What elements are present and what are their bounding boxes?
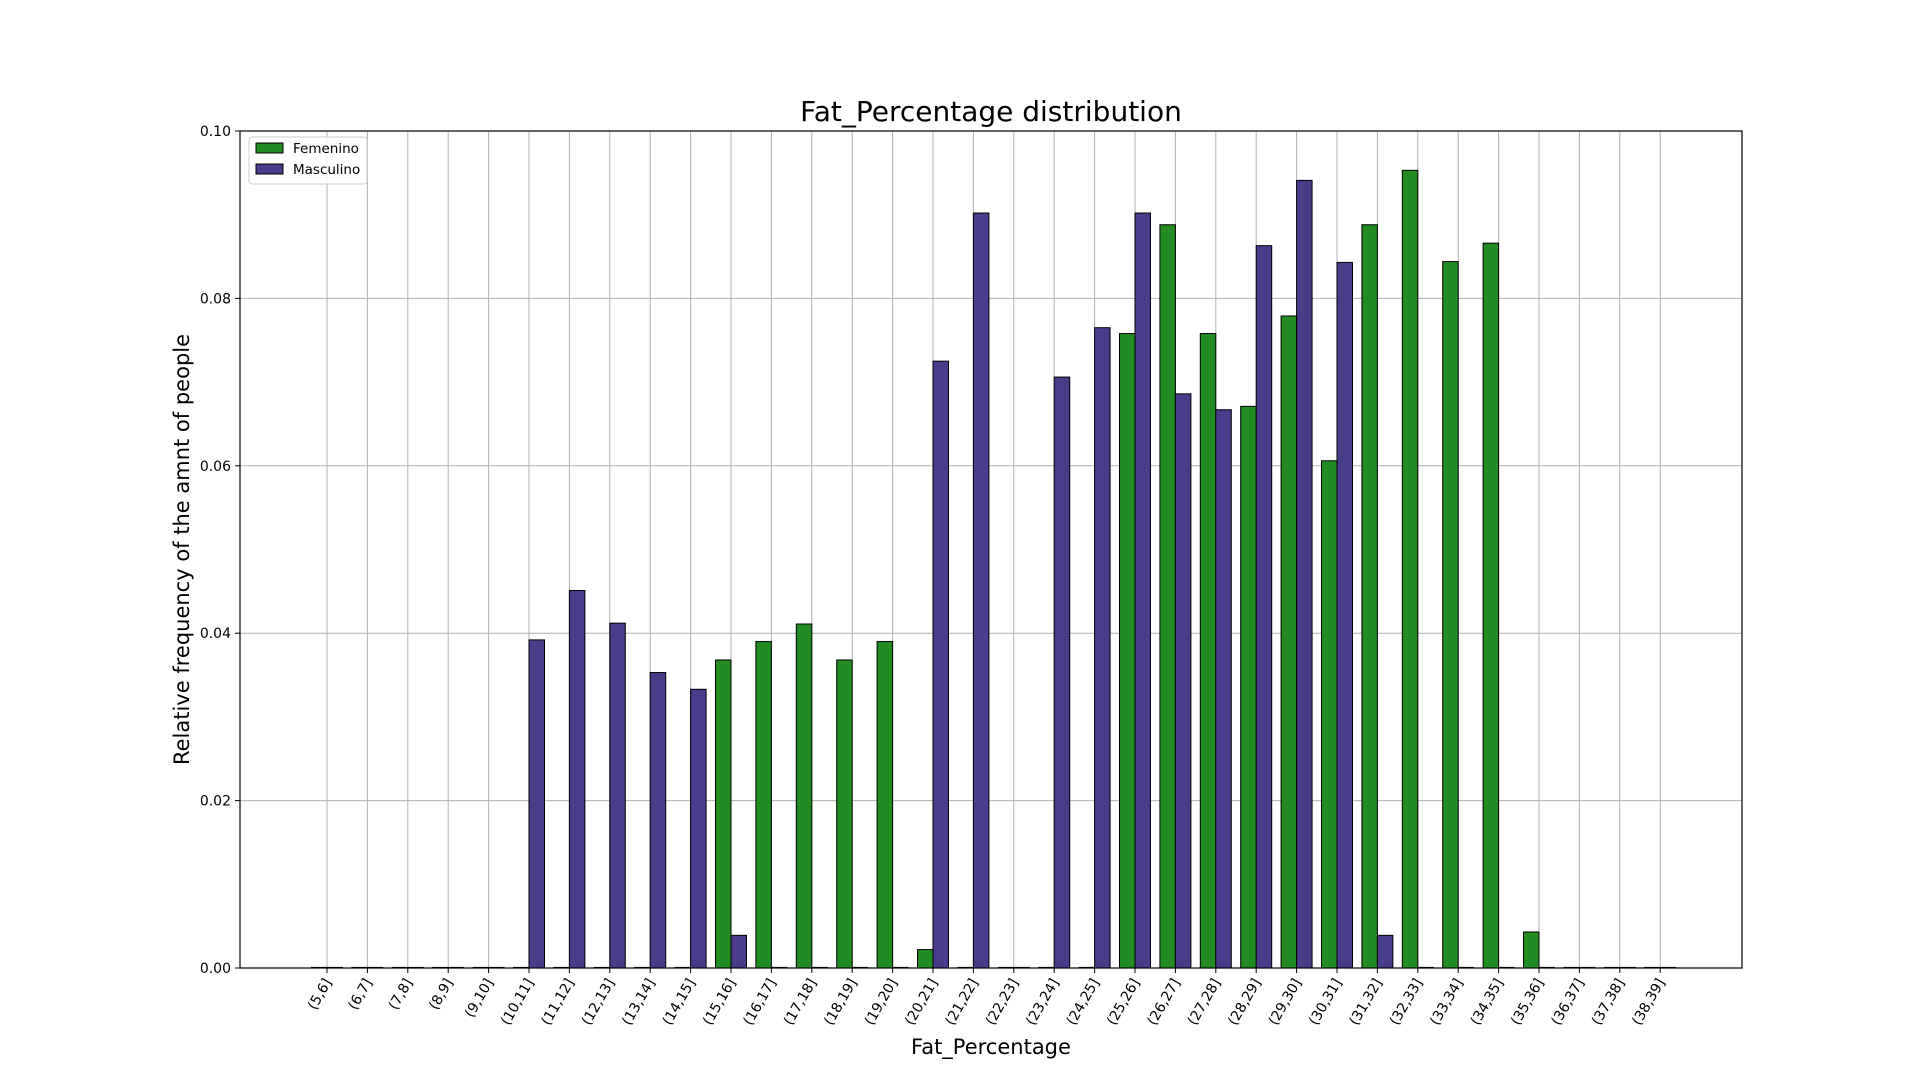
x-tick-label: (37,38] bbox=[1589, 976, 1628, 1028]
bar-femenino-12 bbox=[795, 623, 813, 969]
bar-femenino-23 bbox=[1240, 405, 1257, 969]
bar-femenino-10 bbox=[715, 659, 732, 969]
bar-femenino-14 bbox=[876, 641, 894, 969]
x-tick-label: (16,17] bbox=[740, 976, 779, 1028]
x-tick-label: (15,16] bbox=[700, 976, 739, 1028]
legend-swatch-femenino bbox=[255, 142, 284, 154]
bar-femenino-21 bbox=[1159, 224, 1176, 969]
y-tick-label: 0.04 bbox=[200, 626, 231, 642]
bar-femenino-30 bbox=[1523, 931, 1540, 969]
x-tick-label: (30,31] bbox=[1306, 976, 1345, 1028]
bar-femenino-22 bbox=[1199, 333, 1217, 969]
legend-swatch-masculino bbox=[255, 163, 284, 175]
x-tick-label: (10,11] bbox=[498, 976, 537, 1028]
bar-masculino-26 bbox=[1376, 934, 1394, 969]
y-tick-label: 0.02 bbox=[200, 794, 231, 810]
x-tick-label: (32,33] bbox=[1387, 976, 1426, 1028]
bar-femenino-20 bbox=[1119, 333, 1136, 969]
x-tick-label: (38,39] bbox=[1629, 976, 1668, 1028]
x-tick-label: (28,29] bbox=[1225, 976, 1264, 1028]
x-tick-label: (26,27] bbox=[1144, 976, 1183, 1028]
bar-masculino-25 bbox=[1336, 261, 1353, 969]
y-axis-label: Relative frequency of the amnt of people bbox=[170, 334, 194, 765]
x-tick-label: (20,21] bbox=[902, 976, 941, 1028]
bar-masculino-21 bbox=[1174, 393, 1192, 969]
x-tick-label: (6,7] bbox=[345, 976, 375, 1013]
x-tick-label: (14,15] bbox=[660, 976, 699, 1028]
bar-femenino-13 bbox=[836, 659, 853, 969]
x-tick-label: (27,28] bbox=[1185, 976, 1224, 1028]
bar-masculino-5 bbox=[528, 639, 545, 969]
bar-masculino-8 bbox=[649, 672, 667, 969]
x-tick-label: (34,35] bbox=[1468, 976, 1507, 1028]
bar-masculino-15 bbox=[932, 360, 949, 969]
x-tick-label: (8,9] bbox=[426, 976, 456, 1013]
x-tick-label: (5,6] bbox=[305, 976, 335, 1013]
x-tick-label: (35,36] bbox=[1508, 976, 1547, 1028]
bar-masculino-18 bbox=[1053, 376, 1071, 969]
bar-femenino-28 bbox=[1442, 261, 1459, 969]
y-tick-label: 0.10 bbox=[200, 124, 231, 140]
plot-frame bbox=[239, 130, 1743, 969]
bar-masculino-16 bbox=[972, 212, 990, 969]
x-tick-label: (25,26] bbox=[1104, 976, 1143, 1028]
x-tick-label: (9,10] bbox=[462, 976, 497, 1020]
bar-masculino-6 bbox=[568, 590, 586, 969]
x-tick-label: (13,14] bbox=[619, 976, 658, 1028]
x-tick-label: (11,12] bbox=[538, 976, 577, 1028]
x-tick-label: (31,32] bbox=[1346, 976, 1385, 1028]
bar-masculino-23 bbox=[1255, 245, 1273, 969]
legend-label-femenino: Femenino bbox=[293, 141, 359, 157]
bar-femenino-11 bbox=[755, 641, 772, 969]
bar-masculino-7 bbox=[609, 622, 626, 969]
bar-femenino-29 bbox=[1482, 242, 1500, 969]
bar-femenino-15 bbox=[917, 949, 934, 969]
x-tick-label: (22,23] bbox=[983, 976, 1022, 1028]
x-tick-label: (7,8] bbox=[386, 976, 416, 1013]
bar-masculino-24 bbox=[1296, 179, 1313, 969]
x-tick-label: (33,34] bbox=[1427, 976, 1466, 1028]
bar-masculino-22 bbox=[1215, 409, 1232, 969]
x-tick-label: (24,25] bbox=[1064, 976, 1103, 1028]
bars bbox=[311, 169, 1677, 969]
bar-masculino-20 bbox=[1134, 212, 1151, 969]
bar-femenino-24 bbox=[1280, 315, 1298, 969]
x-tick-label: (29,30] bbox=[1266, 976, 1305, 1028]
grid-lines bbox=[240, 130, 1742, 969]
y-tick-label: 0.00 bbox=[200, 961, 231, 977]
legend-label-masculino: Masculino bbox=[293, 162, 360, 178]
legend: Femenino Masculino bbox=[248, 136, 368, 185]
bar-masculino-9 bbox=[690, 688, 707, 969]
x-tick-label: (19,20] bbox=[862, 976, 901, 1028]
bar-femenino-25 bbox=[1321, 460, 1338, 969]
y-tick-label: 0.08 bbox=[200, 291, 231, 307]
chart-title: Fat_Percentage distribution bbox=[800, 95, 1182, 128]
bar-masculino-19 bbox=[1094, 327, 1111, 969]
x-tick-label: (18,19] bbox=[821, 976, 860, 1028]
x-tick-label: (21,22] bbox=[942, 976, 981, 1028]
x-axis-label: Fat_Percentage bbox=[911, 1035, 1071, 1060]
x-tick-label: (36,37] bbox=[1548, 976, 1587, 1028]
x-tick-label: (17,18] bbox=[781, 976, 820, 1028]
y-tick-label: 0.06 bbox=[200, 459, 231, 475]
x-tick-label: (12,13] bbox=[579, 976, 618, 1028]
x-axis-ticks: (5,6] (6,7] (7,8] (8,9] (9,10] (10,11] (11,12]… bbox=[305, 968, 1669, 1028]
bar-masculino-10 bbox=[730, 934, 747, 969]
bar-femenino-27 bbox=[1401, 169, 1419, 969]
y-axis-ticks: 0.00 0.02 0.04 0.06 0.08 0.10 bbox=[200, 124, 240, 977]
x-tick-label: (23,24] bbox=[1023, 976, 1062, 1028]
bar-femenino-26 bbox=[1361, 224, 1378, 969]
